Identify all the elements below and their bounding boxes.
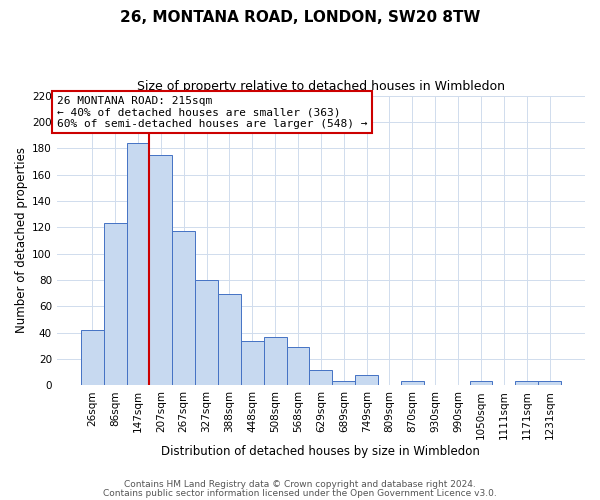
Text: 26 MONTANA ROAD: 215sqm
← 40% of detached houses are smaller (363)
60% of semi-d: 26 MONTANA ROAD: 215sqm ← 40% of detache… (57, 96, 367, 129)
Text: 26, MONTANA ROAD, LONDON, SW20 8TW: 26, MONTANA ROAD, LONDON, SW20 8TW (120, 10, 480, 25)
Text: Contains HM Land Registry data © Crown copyright and database right 2024.: Contains HM Land Registry data © Crown c… (124, 480, 476, 489)
Bar (241, 340, 264, 386)
Bar (104, 224, 127, 386)
Bar (127, 143, 149, 386)
Bar (149, 155, 172, 386)
Title: Size of property relative to detached houses in Wimbledon: Size of property relative to detached ho… (137, 80, 505, 93)
X-axis label: Distribution of detached houses by size in Wimbledon: Distribution of detached houses by size … (161, 444, 481, 458)
Bar (470, 382, 493, 386)
Bar (195, 280, 218, 386)
Bar (515, 382, 538, 386)
Bar (355, 375, 378, 386)
Bar (287, 347, 310, 386)
Y-axis label: Number of detached properties: Number of detached properties (15, 148, 28, 334)
Bar (310, 370, 332, 386)
Bar (332, 382, 355, 386)
Bar (218, 294, 241, 386)
Bar (172, 231, 195, 386)
Text: Contains public sector information licensed under the Open Government Licence v3: Contains public sector information licen… (103, 488, 497, 498)
Bar (401, 382, 424, 386)
Bar (81, 330, 104, 386)
Bar (264, 336, 287, 386)
Bar (538, 382, 561, 386)
